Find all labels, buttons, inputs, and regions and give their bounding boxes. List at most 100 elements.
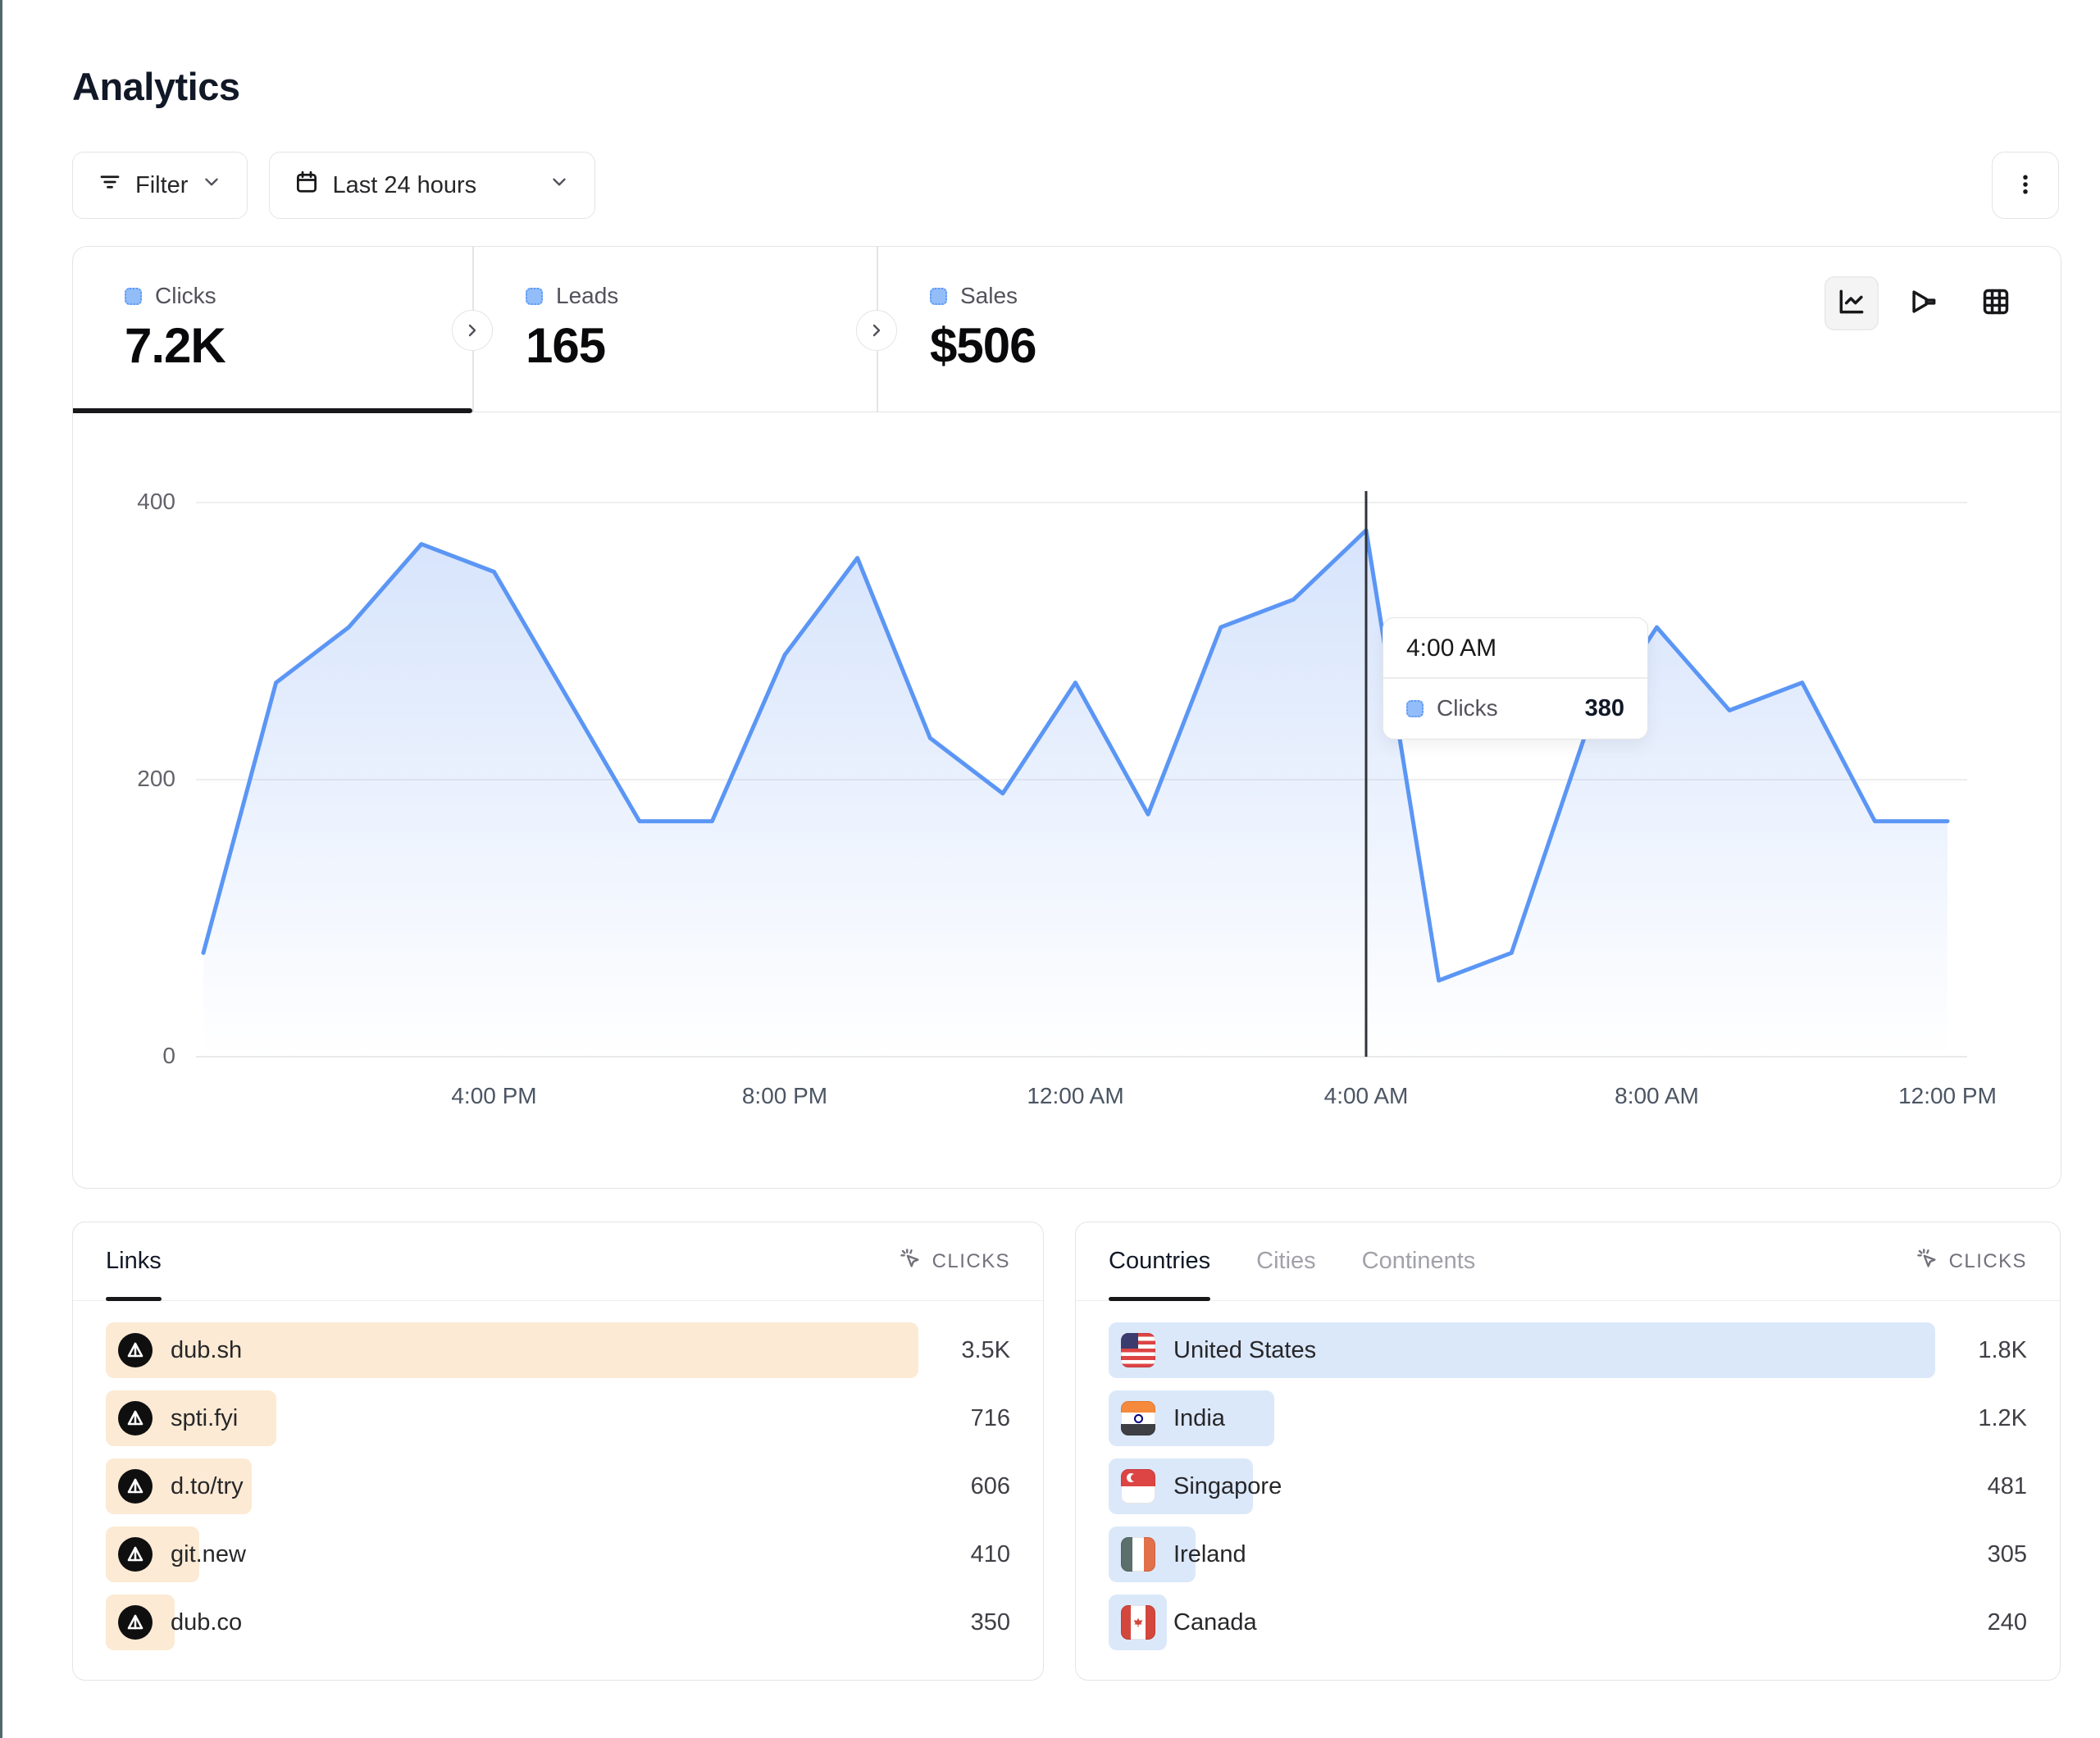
y-axis-tick: 0 [162,1043,175,1068]
tooltip-series-label: Clicks [1437,695,1498,721]
us-flag-icon [1121,1333,1155,1367]
tooltip-time: 4:00 AM [1406,635,1497,662]
chevron-down-icon [549,171,570,199]
link-label: spti.fyi [171,1404,239,1431]
country-clicks-value: 305 [1987,1540,2027,1567]
x-axis-tick: 12:00 AM [1027,1083,1124,1108]
tab-countries[interactable]: Countries [1109,1222,1211,1301]
y-axis-tick: 200 [137,766,175,791]
country-label: Canada [1173,1608,1257,1636]
active-tab-underline [73,408,472,413]
kebab-menu-icon [2013,172,2038,199]
analytics-card: Clicks 7.2K Leads 165 Sales $506 [72,246,2061,1189]
country-label: United States [1173,1336,1317,1363]
dub-logo-avatar [118,1469,153,1504]
link-label: d.to/try [171,1472,244,1499]
x-axis-tick: 12:00 PM [1898,1083,1997,1108]
links-list: dub.sh 3.5K spti.fyi 716 d.to/try 606 git.new 4… [73,1301,1043,1650]
grid-icon [1980,286,2011,321]
chart-tooltip: 4:00 AM Clicks 380 [1383,617,1648,739]
leads-legend-square [526,287,543,305]
tab-continents[interactable]: Continents [1361,1248,1476,1274]
link-clicks-value: 410 [970,1540,1010,1567]
country-label: Ireland [1173,1540,1246,1567]
x-axis-tick: 4:00 AM [1323,1083,1409,1108]
line-chart-toggle[interactable] [1824,276,1879,330]
more-options-button[interactable] [1992,152,2059,219]
tab-cities[interactable]: Cities [1256,1248,1316,1274]
in-flag-icon [1121,1401,1155,1435]
dub-logo-avatar [118,1401,153,1435]
country-label: India [1173,1404,1225,1431]
link-row[interactable]: dub.sh 3.5K [106,1322,1010,1378]
countries-metric-header[interactable]: CLICKS [1915,1246,2027,1276]
link-label: dub.co [171,1608,243,1636]
clicks-legend-square [125,287,142,305]
filter-icon [98,170,122,201]
page-title: Analytics [72,65,240,108]
sg-flag-icon [1121,1469,1155,1504]
dub-logo-avatar [118,1537,153,1572]
link-clicks-value: 606 [970,1472,1010,1499]
tooltip-legend-square [1406,699,1424,717]
tab-clicks[interactable]: Clicks 7.2K [125,247,226,412]
x-axis-tick: 8:00 PM [741,1083,828,1108]
value-bar [1109,1322,1935,1378]
expand-sales-button[interactable] [856,310,897,351]
dub-logo-avatar [118,1605,153,1640]
chevron-down-icon [201,171,222,199]
clicks-label: Clicks [155,283,216,308]
links-panel: Links CLICKS dub.sh 3.5K spti.fyi 716 d.to/t… [72,1222,1044,1681]
country-row[interactable]: United States 1.8K [1109,1322,2027,1378]
link-row[interactable]: git.new 410 [106,1526,1010,1582]
tab-links[interactable]: Links [106,1222,162,1301]
links-metric-header[interactable]: CLICKS [898,1246,1010,1276]
link-clicks-value: 350 [970,1608,1010,1636]
click-cursor-icon [1915,1246,1939,1276]
links-panel-header: Links CLICKS [73,1222,1043,1301]
tab-leads[interactable]: Leads 165 [526,247,618,412]
countries-panel-header: Countries Cities Continents CLICKS [1076,1222,2060,1301]
country-row[interactable]: Ireland 305 [1109,1526,2027,1582]
funnel-chart-toggle[interactable] [1897,276,1951,330]
links-metric-label: CLICKS [932,1249,1010,1272]
tooltip-value: 380 [1584,694,1624,721]
x-axis-tick: 8:00 AM [1615,1083,1699,1108]
link-label: git.new [171,1540,246,1567]
link-row[interactable]: dub.co 350 [106,1595,1010,1650]
leads-label: Leads [556,283,619,308]
country-row[interactable]: Canada 240 [1109,1595,2027,1650]
area-chart[interactable] [196,460,1967,1108]
table-view-toggle[interactable] [1969,276,2023,330]
sales-value: $506 [930,318,1036,373]
country-clicks-value: 481 [1987,1472,2027,1499]
expand-leads-button[interactable] [452,310,493,351]
clicks-timeseries-chart[interactable]: 4:00 AM Clicks 380 400 200 0 4:00 PM 8:00 PM… [73,412,2061,1188]
country-clicks-value: 1.8K [1978,1336,2027,1363]
sales-label: Sales [960,283,1018,308]
click-cursor-icon [898,1246,922,1276]
x-axis-tick: 4:00 PM [451,1083,537,1108]
tooltip-divider [1383,677,1647,679]
stats-row: Clicks 7.2K Leads 165 Sales $506 [73,247,2061,413]
country-row[interactable]: Singapore 481 [1109,1458,2027,1514]
link-row[interactable]: spti.fyi 716 [106,1390,1010,1446]
tab-sales[interactable]: Sales $506 [930,247,1036,412]
link-clicks-value: 716 [970,1404,1010,1431]
link-clicks-value: 3.5K [961,1336,1010,1363]
link-label: dub.sh [171,1336,243,1363]
clicks-value: 7.2K [125,318,226,373]
country-clicks-value: 240 [1987,1608,2027,1636]
country-row[interactable]: India 1.2K [1109,1390,2027,1446]
line-chart-icon [1836,286,1867,321]
countries-panel: Countries Cities Continents CLICKS Unite… [1075,1222,2061,1681]
countries-metric-label: CLICKS [1948,1249,2027,1272]
y-axis-tick: 400 [137,489,175,514]
link-row[interactable]: d.to/try 606 [106,1458,1010,1514]
funnel-icon [1908,286,1939,321]
filter-button-label: Filter [135,171,189,198]
sales-legend-square [930,287,947,305]
filter-button[interactable]: Filter [72,152,248,219]
date-range-button[interactable]: Last 24 hours [269,152,596,219]
country-label: Singapore [1173,1472,1282,1499]
